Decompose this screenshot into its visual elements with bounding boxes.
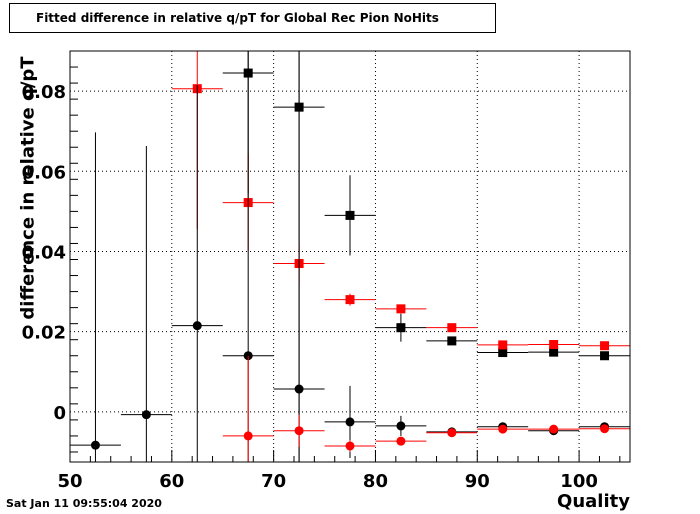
data-point [579,351,630,361]
circle-marker [447,428,457,438]
data-point [120,146,172,462]
data-point [426,336,478,346]
axis-ticks [69,50,621,462]
square-marker [345,210,355,220]
y-tick-label: 0.04 [22,242,66,263]
circle-marker [498,424,508,434]
square-marker [396,304,406,314]
y-tick-label: 0.06 [22,162,66,183]
data-point [528,424,580,434]
y-axis-label: difference in relative q/pT [17,56,39,320]
data-points [70,51,630,462]
circle-marker [141,410,151,420]
data-point [324,175,376,256]
data-point [579,341,630,351]
data-point [375,436,427,446]
circle-marker [600,424,610,434]
x-tick-label: 80 [363,471,388,492]
data-point [171,85,223,462]
x-tick-label: 100 [560,471,598,492]
x-tick-label: 50 [57,471,82,492]
data-point [70,132,121,462]
square-marker [396,323,406,333]
circle-marker [345,417,355,427]
circle-marker [549,424,559,434]
data-point [273,51,325,462]
data-point [477,348,529,358]
timestamp: Sat Jan 11 09:55:04 2020 [6,497,162,510]
square-marker [447,323,457,333]
data-point [477,340,529,350]
data-point [324,293,376,306]
circle-marker [396,436,406,446]
data-point [426,323,478,333]
y-tick-label: 0 [53,403,66,424]
x-tick-label: 60 [159,471,184,492]
circle-marker [294,426,304,436]
square-marker [600,351,610,361]
plot-frame [69,50,631,463]
square-marker [498,348,508,358]
y-tick-label: 0.08 [22,82,66,103]
square-marker [345,295,355,305]
square-marker [549,347,559,357]
square-marker [498,340,508,350]
y-tick-label: 0.02 [22,323,66,344]
circle-marker [396,421,406,431]
circle-marker [243,431,253,441]
x-tick-label: 90 [465,471,490,492]
data-point [528,347,580,357]
chart-title-box: Fitted difference in relative q/pT for G… [9,3,496,33]
square-marker [447,336,457,346]
data-point [375,415,427,436]
chart-title: Fitted difference in relative q/pT for G… [36,11,439,25]
data-point [477,424,529,434]
data-point [273,414,325,447]
data-point [375,304,427,314]
square-marker [600,341,610,351]
x-axis-label: Quality [557,491,630,512]
data-point [222,355,274,462]
circle-marker [192,321,202,331]
data-point [426,428,478,438]
tick-labels: 50 60 70 80 90 100 0 0.02 0.04 0.06 0.08 [22,82,598,492]
data-point [528,340,580,350]
data-point [579,424,630,434]
circle-marker [294,384,304,394]
data-point [375,313,427,342]
circle-marker [90,440,100,450]
square-marker [549,340,559,350]
circle-marker [345,441,355,451]
data-point [324,439,376,452]
x-tick-label: 70 [261,471,286,492]
